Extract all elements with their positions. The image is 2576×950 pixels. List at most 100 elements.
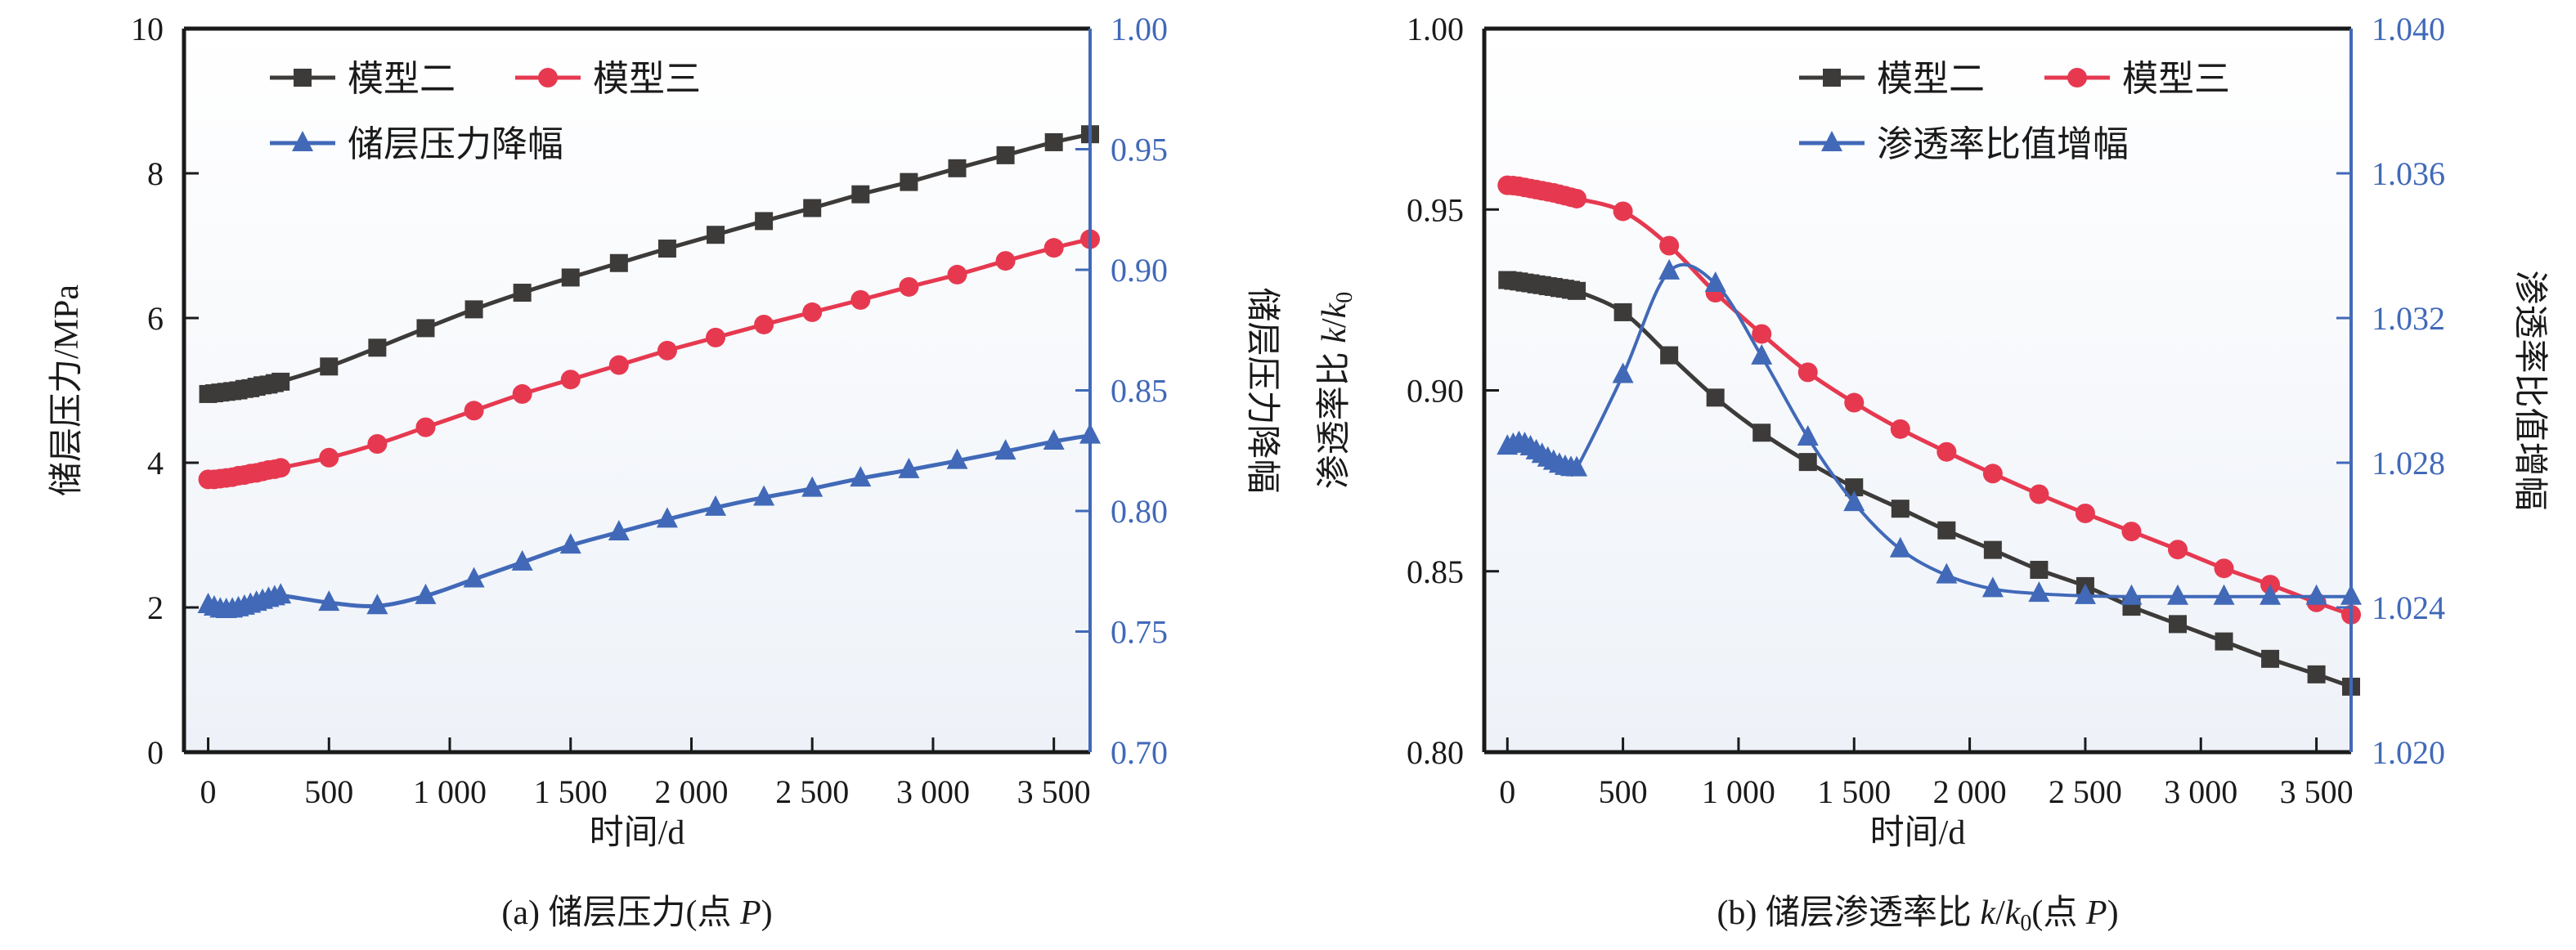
data-point-blue xyxy=(2028,581,2050,603)
data-point-model3 xyxy=(512,383,532,404)
y-tick-label: 2 xyxy=(147,589,164,626)
y-axis-title-b-k0: k xyxy=(1316,302,1353,318)
y-right-tick-label: 1.028 xyxy=(2372,445,2445,482)
legend-label: 渗透率比值增幅 xyxy=(1877,124,2129,164)
caption-b-k: k xyxy=(1980,894,1996,932)
data-point-model2 xyxy=(2030,560,2049,579)
data-point-blue xyxy=(318,590,340,612)
data-point-model2 xyxy=(609,253,628,272)
caption-b-sub: 0 xyxy=(2020,911,2031,936)
y-right-tick-label: 0.70 xyxy=(1111,734,1168,771)
x-tick-label: 1 500 xyxy=(534,773,608,810)
data-point-blue xyxy=(898,457,920,478)
caption-b: (b) 储层渗透率比 k/k0(点 P) xyxy=(1717,894,2118,936)
legend-label: 模型三 xyxy=(593,59,701,99)
y-axis-title-b-text: 渗透率比 xyxy=(1315,343,1353,490)
series-blue-b xyxy=(1497,258,2362,605)
y-right-tick-label: 1.032 xyxy=(2372,300,2445,337)
data-point-blue xyxy=(559,533,581,554)
series-model3-b xyxy=(1497,175,2361,625)
data-point-blue xyxy=(801,476,824,497)
data-point-blue xyxy=(2305,584,2327,605)
data-point-model2 xyxy=(1891,500,1910,518)
data-point-model2 xyxy=(1660,346,1679,365)
caption-a-point: P xyxy=(739,894,761,932)
y-right-tick-label: 1.036 xyxy=(2372,155,2445,192)
caption-a-suffix: ) xyxy=(761,894,773,932)
legend-label: 储层压力降幅 xyxy=(348,124,563,164)
series-layer-b xyxy=(1497,175,2362,696)
y-axis-right-title-b: 渗透率比值增幅 xyxy=(2511,270,2549,510)
data-point-blue xyxy=(1566,455,1588,477)
data-point-blue xyxy=(415,583,437,604)
data-point-model2 xyxy=(416,319,435,338)
y-tick-label: 0.95 xyxy=(1407,191,1464,228)
y-axis-title-b-k: k xyxy=(1316,327,1353,343)
axes-layer-a: 0 500 1 000 1 500 2 000 2 500 3 000 3 500 0 2 4 6 8 1… xyxy=(131,11,1168,810)
data-point-model3 xyxy=(2075,503,2095,523)
data-point-model2 xyxy=(2261,649,2280,668)
y-axis-title-a: 储层压力/MPa xyxy=(48,285,86,496)
y-axis-title-b: 渗透率比 k/k0 xyxy=(1315,292,1358,490)
data-point-blue xyxy=(1936,562,1958,584)
data-point-model2 xyxy=(803,199,822,217)
x-tick-label: 0 xyxy=(200,773,217,810)
data-point-model3 xyxy=(2214,558,2234,579)
data-point-model3 xyxy=(367,433,388,454)
y-right-tick-label: 0.90 xyxy=(1111,252,1168,289)
y-axis-right-title-a: 储层压力降幅 xyxy=(1243,287,1281,493)
data-point-model2 xyxy=(707,226,725,244)
legend-item-model3: 模型三 xyxy=(2044,59,2230,99)
series-model2-b xyxy=(1498,271,2360,696)
caption-a: (a) 储层压力(点 P) xyxy=(501,894,772,932)
data-point-model2 xyxy=(1752,423,1771,442)
data-point-model2 xyxy=(1706,388,1725,407)
data-point-model2 xyxy=(464,300,483,319)
data-point-blue xyxy=(705,495,727,516)
y-right-tick-label: 1.020 xyxy=(2372,734,2445,771)
y-tick-label: 10 xyxy=(131,11,164,47)
legend-marker-circle-icon xyxy=(538,68,558,87)
data-point-blue xyxy=(1889,536,1911,558)
data-point-model3 xyxy=(271,458,291,478)
caption-a-prefix: (a) 储层压力(点 xyxy=(501,894,740,932)
y-right-tick-label: 0.95 xyxy=(1111,132,1168,168)
x-tick-label: 500 xyxy=(304,773,353,810)
data-point-model2 xyxy=(320,357,339,376)
y-axis-title-b-slash: / xyxy=(1316,318,1353,328)
data-point-blue xyxy=(270,583,292,604)
legend-item-model2: 模型二 xyxy=(1799,59,1985,99)
data-point-blue xyxy=(463,567,485,588)
legend-marker-square-icon xyxy=(1823,69,1841,87)
data-point-blue xyxy=(753,485,775,506)
data-point-model3 xyxy=(1659,235,1680,256)
data-point-model3 xyxy=(1936,441,1957,462)
data-point-blue xyxy=(850,466,872,487)
data-point-model2 xyxy=(996,146,1015,164)
data-point-blue xyxy=(511,549,533,571)
data-point-model2 xyxy=(368,338,387,357)
data-point-blue xyxy=(2260,584,2282,605)
y-tick-label: 4 xyxy=(147,445,164,482)
legend-marker-triangle-icon xyxy=(1821,131,1842,151)
x-axis-title-a: 时间/d xyxy=(590,814,685,852)
data-point-blue xyxy=(1751,343,1773,365)
data-point-model3 xyxy=(1613,201,1633,222)
y-tick-label: 6 xyxy=(147,300,164,337)
legend-item-blue: 渗透率比值增幅 xyxy=(1799,124,2129,164)
data-point-model2 xyxy=(513,284,532,302)
y-tick-label: 0.85 xyxy=(1407,553,1464,590)
x-tick-label: 1 500 xyxy=(1817,773,1891,810)
data-point-model3 xyxy=(850,289,871,310)
panel-a-reservoir-pressure: 0 500 1 000 1 500 2 000 2 500 3 000 3 500 0 2 4 6 8 1… xyxy=(48,11,1281,932)
data-point-model2 xyxy=(1798,453,1817,472)
legend-label: 模型三 xyxy=(2122,59,2230,99)
caption-b-point: P xyxy=(2085,894,2107,932)
data-point-model3 xyxy=(1890,419,1910,439)
data-point-model2 xyxy=(900,173,918,191)
y-tick-label: 0 xyxy=(147,734,164,771)
data-point-model3 xyxy=(802,302,823,322)
y-right-tick-label: 1.024 xyxy=(2372,589,2445,626)
legend-label: 模型二 xyxy=(348,59,456,99)
